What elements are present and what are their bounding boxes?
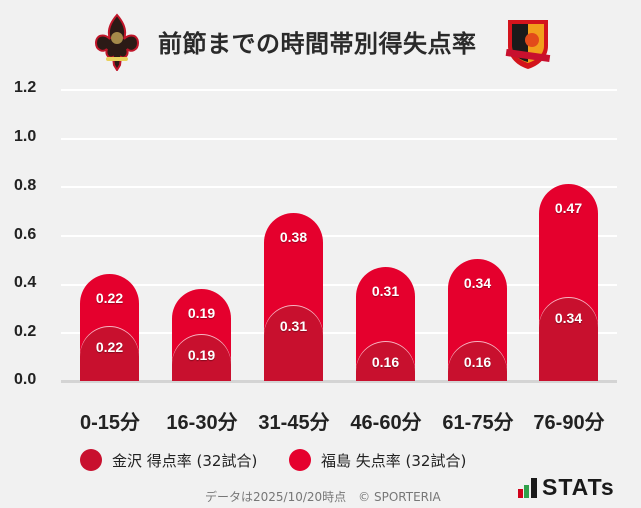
gridline xyxy=(61,138,617,140)
data-label: 0.47 xyxy=(554,199,583,216)
data-label: 0.34 xyxy=(463,275,492,292)
bar-kanazawa-scored xyxy=(448,342,507,381)
data-label: 0.31 xyxy=(371,282,400,299)
kanazawa-crest-icon xyxy=(94,13,140,71)
bar-kanazawa-scored xyxy=(264,305,323,381)
data-label: 0.22 xyxy=(95,289,124,306)
data-label: 0.16 xyxy=(371,354,400,371)
gridline xyxy=(61,235,617,237)
data-label: 0.31 xyxy=(279,317,308,334)
x-tick: 16-30分 xyxy=(166,412,238,434)
gridline xyxy=(61,332,617,334)
x-tick: 76-90分 xyxy=(533,412,605,434)
legend-label: 福島 失点率 (32試合) xyxy=(321,451,467,470)
y-tick: 1.0 xyxy=(14,128,37,145)
gridline xyxy=(61,89,617,91)
bar-kanazawa-scored xyxy=(172,334,231,381)
data-label: 0.34 xyxy=(554,310,583,327)
data-label: 0.16 xyxy=(463,354,492,371)
y-tick: 0.4 xyxy=(14,274,37,291)
chart-title: 前節までの時間帯別得失点率 xyxy=(158,30,477,58)
y-tick: 1.2 xyxy=(14,79,37,96)
gridline xyxy=(61,186,617,188)
x-tick: 31-45分 xyxy=(258,412,330,434)
legend-item-kanazawa[interactable]: 金沢 得点率 (32試合) xyxy=(80,449,257,471)
bar-kanazawa-scored xyxy=(356,342,415,381)
x-tick: 0-15分 xyxy=(79,412,141,434)
legend-swatch-icon xyxy=(289,449,311,471)
x-axis-baseline xyxy=(61,380,617,383)
x-tick: 46-60分 xyxy=(350,412,422,434)
gridline xyxy=(61,284,617,286)
y-tick: 0.8 xyxy=(14,177,37,194)
y-tick: 0.2 xyxy=(14,323,37,340)
fukushima-crest-icon xyxy=(505,20,551,69)
bar-kanazawa-scored xyxy=(80,327,139,381)
stats-logo-text: STATs xyxy=(542,474,615,500)
stats-brand: STATs xyxy=(518,474,615,500)
data-label: 0.19 xyxy=(187,346,216,363)
data-source-note: データは2025/10/20時点 © SPORTERIA xyxy=(205,490,441,504)
legend-label: 金沢 得点率 (32試合) xyxy=(112,451,258,470)
legend-item-fukushima[interactable]: 福島 失点率 (32試合) xyxy=(289,449,466,471)
x-tick: 61-75分 xyxy=(442,412,514,434)
y-tick: 0.0 xyxy=(14,371,37,388)
legend-swatch-icon xyxy=(80,449,102,471)
y-tick: 0.6 xyxy=(14,226,37,243)
stats-bars-icon xyxy=(518,478,537,498)
data-label: 0.38 xyxy=(279,229,308,246)
data-label: 0.19 xyxy=(187,304,216,321)
data-label: 0.22 xyxy=(95,339,124,356)
bar-kanazawa-scored xyxy=(539,298,598,381)
